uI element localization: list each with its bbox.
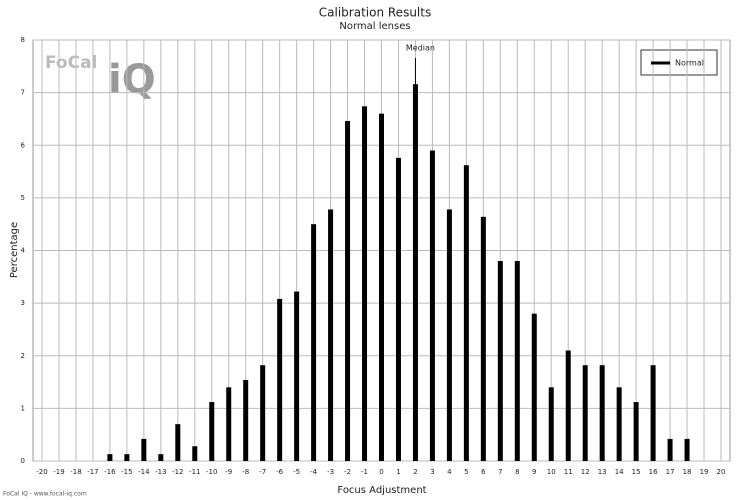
bar	[667, 438, 673, 461]
x-tick-label: 20	[717, 468, 726, 476]
x-tick-label: 15	[632, 468, 641, 476]
bar	[684, 438, 690, 461]
x-tick-label: -20	[36, 468, 47, 476]
bar	[429, 150, 435, 461]
bar	[124, 454, 130, 461]
x-tick-label: 14	[615, 468, 624, 476]
x-tick-label: 9	[532, 468, 536, 476]
x-tick-label: -17	[87, 468, 98, 476]
bar	[548, 387, 554, 461]
x-tick-label: -6	[276, 468, 284, 476]
x-tick-label: 16	[649, 468, 658, 476]
x-tick-label: -11	[189, 468, 200, 476]
bar	[362, 106, 368, 462]
y-tick-label: 5	[21, 194, 25, 202]
bar	[107, 454, 113, 461]
x-tick-label: -10	[206, 468, 217, 476]
bar	[260, 365, 266, 461]
y-axis-label: Percentage	[9, 222, 20, 278]
bar	[633, 402, 639, 461]
x-tick-label: 18	[683, 468, 692, 476]
x-tick-label: -7	[259, 468, 266, 476]
x-tick-label: 5	[464, 468, 468, 476]
x-tick-label: -9	[225, 468, 232, 476]
bar	[158, 454, 164, 461]
bar	[192, 446, 198, 461]
x-tick-label: -16	[104, 468, 116, 476]
x-tick-label: 10	[547, 468, 556, 476]
bar	[463, 165, 469, 461]
bar	[497, 261, 503, 461]
x-tick-label: 11	[564, 468, 573, 476]
y-tick-label: 3	[21, 299, 25, 307]
x-tick-label: 12	[581, 468, 590, 476]
x-tick-label: 8	[515, 468, 519, 476]
bar	[650, 365, 656, 461]
y-tick-label: 8	[21, 36, 25, 44]
y-tick-label: 1	[21, 404, 25, 412]
bar	[328, 209, 334, 461]
bar	[480, 216, 486, 461]
x-tick-label: 0	[379, 468, 383, 476]
bar	[209, 402, 215, 461]
bar	[226, 387, 232, 461]
bar	[582, 365, 588, 461]
x-tick-label: -14	[138, 468, 150, 476]
x-tick-label: 7	[498, 468, 502, 476]
bar	[412, 84, 418, 461]
x-tick-label: 3	[430, 468, 434, 476]
x-tick-label: 2	[413, 468, 417, 476]
x-tick-label: 1	[396, 468, 400, 476]
x-tick-label: -15	[121, 468, 132, 476]
x-tick-label: 17	[666, 468, 675, 476]
y-tick-label: 7	[21, 89, 25, 97]
x-tick-label: -3	[327, 468, 334, 476]
bar	[141, 438, 147, 461]
x-tick-label: 13	[598, 468, 607, 476]
bar	[311, 224, 317, 461]
bar	[599, 365, 605, 461]
x-tick-label: -18	[70, 468, 81, 476]
chart-subtitle: Normal lenses	[339, 21, 410, 32]
bar	[531, 313, 537, 461]
bar	[243, 379, 249, 461]
logo-text: FoCal	[45, 53, 97, 73]
x-tick-label: 4	[447, 468, 452, 476]
annotation: Median	[406, 44, 435, 53]
x-tick-label: -19	[53, 468, 64, 476]
x-tick-label: -4	[310, 468, 318, 476]
bar	[379, 113, 384, 462]
x-tick-label: -5	[293, 468, 300, 476]
x-tick-label: -2	[344, 468, 351, 476]
bar	[277, 298, 283, 461]
x-tick-label: -8	[242, 468, 249, 476]
y-tick-label: 4	[21, 247, 26, 255]
x-tick-label: 6	[481, 468, 486, 476]
y-tick-label: 0	[21, 457, 25, 465]
logo-text: iQ	[108, 57, 156, 103]
y-tick-label: 6	[21, 141, 26, 149]
x-tick-label: -12	[172, 468, 183, 476]
bar	[345, 121, 351, 461]
chart-title: Calibration Results	[319, 6, 431, 20]
bar	[395, 157, 401, 461]
bar	[294, 291, 300, 461]
x-axis-label: Focus Adjustment	[337, 485, 426, 496]
bar	[175, 424, 181, 461]
footer: FoCal IQ - www.focal-iq.com	[3, 491, 87, 498]
bar	[616, 387, 622, 461]
x-tick-label: 19	[700, 468, 709, 476]
y-tick-label: 2	[21, 352, 25, 360]
legend-label: Normal	[675, 59, 704, 68]
bar	[446, 209, 452, 461]
bar	[565, 350, 571, 461]
x-tick-label: -1	[361, 468, 368, 476]
x-tick-label: -13	[155, 468, 166, 476]
bar	[514, 261, 520, 461]
